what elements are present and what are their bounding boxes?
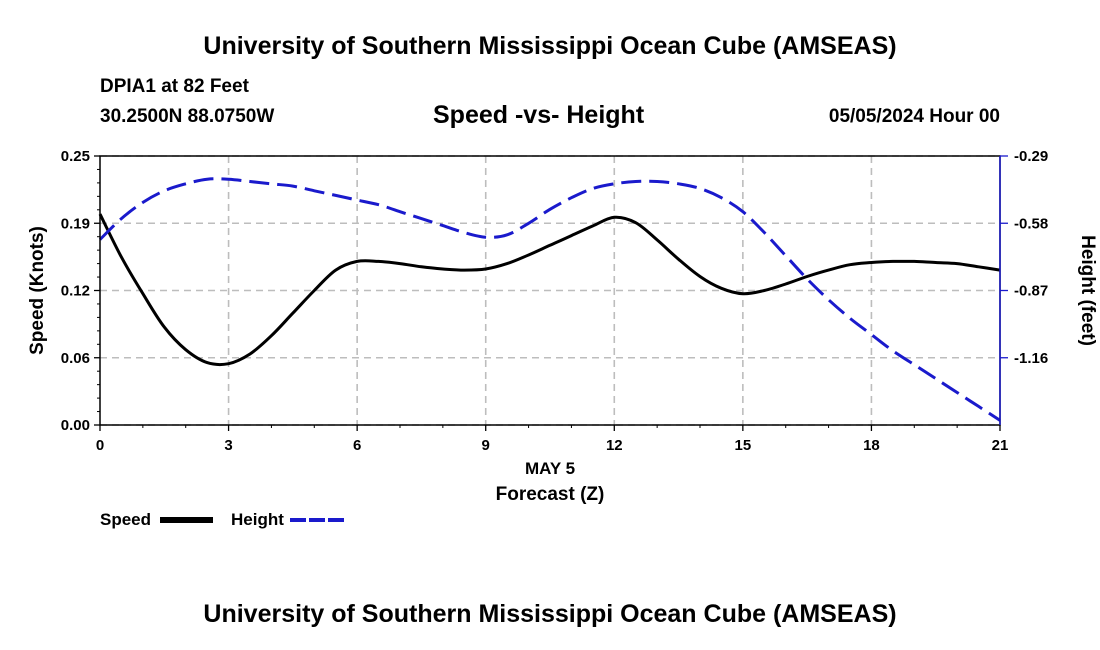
y-left-tick-label: 0.25	[61, 148, 90, 165]
x-tick-label: 6	[353, 437, 361, 454]
height-series-line	[98, 177, 1001, 422]
x-axis-label: Forecast (Z)	[496, 484, 605, 505]
y-right-tick-label: -0.87	[1014, 283, 1048, 300]
y-left-tick-label: 0.19	[61, 215, 90, 232]
datetime-label: 05/05/2024 Hour 00	[828, 106, 1000, 127]
top-title: University of Southern Mississippi Ocean…	[203, 32, 897, 60]
y-right-tick-label: -0.29	[1014, 148, 1048, 165]
x-tick-label: 18	[863, 437, 880, 454]
y-axis-right-label: Height (feet)	[1077, 235, 1098, 346]
chart-subtitle: Speed -vs- Height	[433, 101, 645, 129]
y-axis-left-label: Speed (Knots)	[27, 226, 48, 355]
x-tick-label: 21	[992, 437, 1009, 454]
y-left-tick-label: 0.06	[61, 350, 90, 367]
grid	[100, 155, 1000, 426]
y-right-tick-label: -1.16	[1014, 350, 1048, 367]
x-tick-label: 15	[735, 437, 752, 454]
station-label: DPIA1 at 82 Feet	[100, 76, 249, 97]
series-layer	[98, 177, 1001, 422]
x-tick-label: 9	[482, 437, 490, 454]
speed-series-line	[98, 213, 1001, 367]
x-axis-date-label: MAY 5	[525, 459, 575, 478]
axes: 0 3 6 9 12 15 18 21 0.00 0.06 0.12 0.19 0.25 -0.29 -0.…	[61, 148, 1048, 454]
y-left-tick-label: 0.00	[61, 417, 90, 434]
legend-speed-swatch	[160, 517, 213, 523]
y-right-tick-label: -0.58	[1014, 215, 1048, 232]
x-tick-label: 0	[96, 437, 104, 454]
y-left-tick-label: 0.12	[61, 283, 90, 300]
coordinates-label: 30.2500N 88.0750W	[100, 106, 275, 127]
legend-speed-label: Speed	[100, 510, 152, 529]
x-tick-label: 3	[224, 437, 232, 454]
x-tick-label: 12	[606, 437, 623, 454]
legend-height-label: Height	[231, 510, 284, 529]
bottom-title: University of Southern Mississippi Ocean…	[203, 600, 897, 628]
legend-height-swatch	[290, 518, 344, 522]
